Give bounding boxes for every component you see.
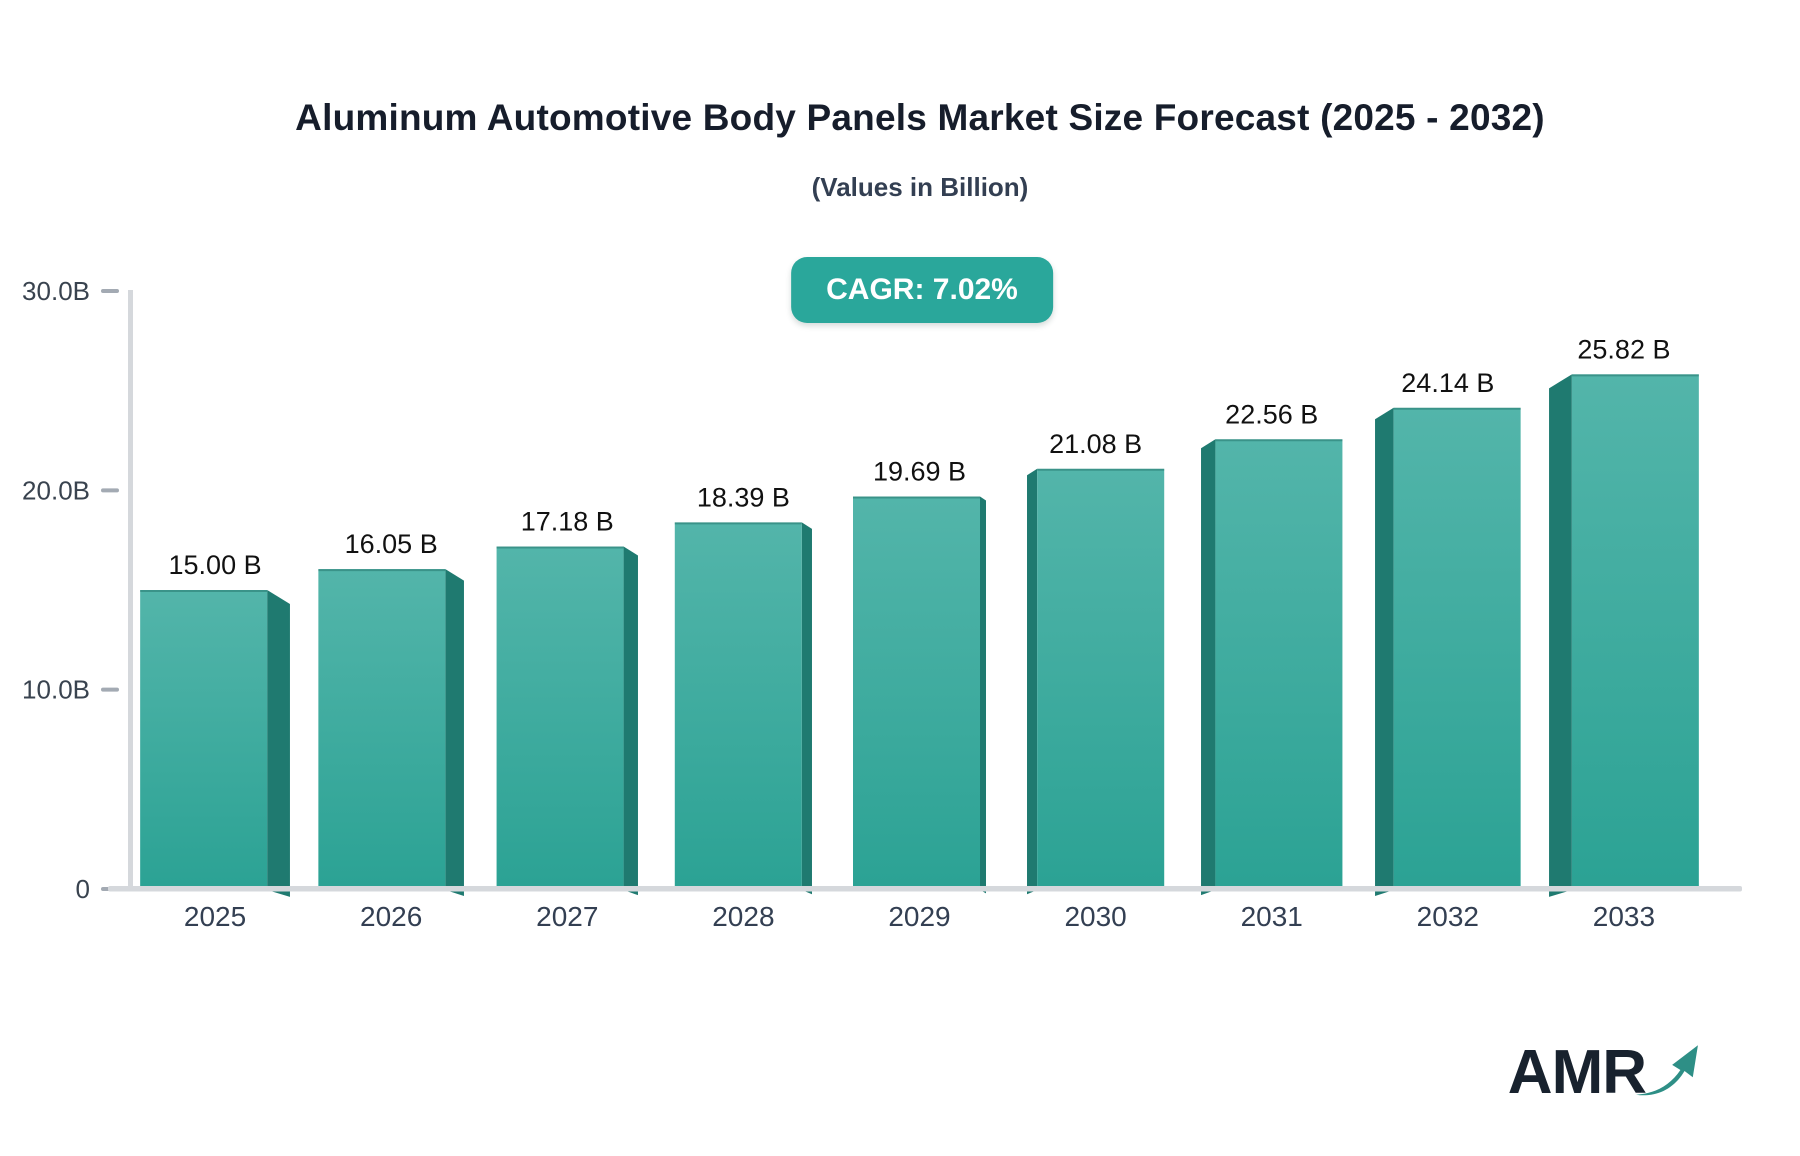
bar-side-face xyxy=(801,522,812,895)
y-axis-tick xyxy=(101,687,119,692)
x-axis-label: 2033 xyxy=(1593,901,1655,932)
x-axis-label: 2028 xyxy=(712,901,774,932)
bar-side-face xyxy=(267,590,290,897)
chart-title: Aluminum Automotive Body Panels Market S… xyxy=(295,97,1545,138)
bar-side-face xyxy=(1375,407,1394,897)
x-axis-label: 2027 xyxy=(536,901,598,932)
bar-value-label: 17.18 B xyxy=(521,507,614,537)
bar-value-label: 15.00 B xyxy=(169,550,262,580)
x-axis-label: 2026 xyxy=(360,901,422,932)
bar-value-label: 21.08 B xyxy=(1049,429,1142,459)
y-axis-tick xyxy=(101,289,119,293)
x-axis-label: 2031 xyxy=(1241,901,1303,932)
bar-side-face xyxy=(1201,439,1216,896)
bar xyxy=(1215,439,1343,890)
bar-value-label: 24.14 B xyxy=(1401,368,1494,398)
bar-side-face xyxy=(445,569,464,897)
bar xyxy=(1571,374,1699,891)
y-axis-label: 10.0B xyxy=(22,675,90,705)
bar-value-label: 16.05 B xyxy=(345,529,438,559)
trend-up-arrow-icon xyxy=(1636,1045,1698,1096)
chart-subtitle: (Values in Billion) xyxy=(811,172,1029,202)
bar-side-face xyxy=(1027,468,1038,895)
amr-logo-text: AMR xyxy=(1507,1038,1647,1107)
y-axis-label: 0 xyxy=(76,874,90,904)
bar-side-face xyxy=(623,546,638,896)
cagr-badge: CAGR: 7.02% xyxy=(791,257,1053,323)
bar xyxy=(1037,468,1165,890)
bar-side-face xyxy=(980,496,986,894)
amr-logo: AMR xyxy=(1508,1042,1700,1104)
bar-value-label: 19.69 B xyxy=(873,457,966,487)
bar xyxy=(318,569,446,890)
bar-side-face xyxy=(1549,374,1572,897)
y-axis-label: 20.0B xyxy=(22,475,90,505)
bar xyxy=(140,590,268,890)
x-axis-label: 2025 xyxy=(184,901,246,932)
x-axis-label: 2032 xyxy=(1417,901,1479,932)
bar xyxy=(1393,407,1521,890)
x-axis-label: 2030 xyxy=(1064,901,1126,932)
x-axis-label: 2029 xyxy=(888,901,950,932)
y-axis-label: 30.0B xyxy=(22,276,90,306)
bar xyxy=(853,496,980,890)
bar xyxy=(496,546,624,890)
y-axis-line xyxy=(128,290,133,890)
bar-value-label: 25.82 B xyxy=(1577,334,1670,364)
x-axis-line xyxy=(108,886,1742,892)
y-axis-tick xyxy=(101,488,119,493)
bar-value-label: 22.56 B xyxy=(1225,399,1318,429)
bar-value-label: 18.39 B xyxy=(697,482,790,512)
bar xyxy=(674,522,802,890)
